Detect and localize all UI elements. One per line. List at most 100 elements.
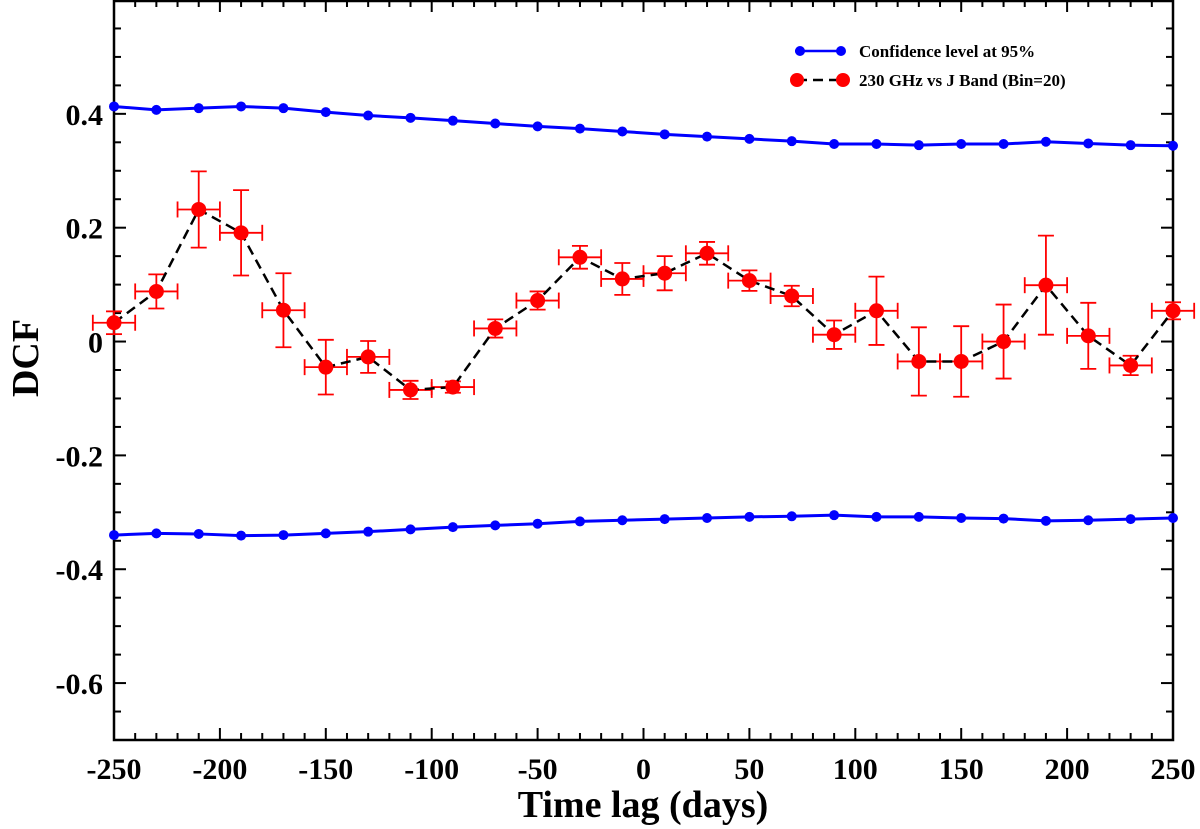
- series-1: [109, 510, 1178, 541]
- confidence-point: [193, 528, 204, 539]
- y-tick-labels: -0.6 -0.4 -0.2 0 0.2 0.4: [56, 99, 104, 701]
- confidence-point: [236, 101, 247, 112]
- confidence-line: [113, 104, 1174, 148]
- confidence-point: [193, 103, 204, 114]
- x-axis-title: Time lag (days): [518, 784, 769, 826]
- confidence-point: [363, 110, 374, 121]
- plot-area-border: [112, 0, 1175, 742]
- dcf-point: [530, 293, 546, 309]
- confidence-point: [109, 530, 119, 541]
- dcf-point: [1123, 357, 1139, 373]
- series-2: [91, 170, 1196, 400]
- confidence-point: [829, 139, 840, 150]
- confidence-point: [405, 112, 416, 123]
- legend-marker-confidence: [795, 46, 805, 56]
- dcf-point: [106, 315, 122, 331]
- dcf-line: [113, 207, 1174, 392]
- confidence-point: [574, 516, 585, 527]
- confidence-point: [998, 513, 1009, 524]
- x-tick-label: -100: [404, 753, 459, 786]
- confidence-point: [659, 129, 670, 140]
- legend-marker-dcf: [790, 73, 804, 87]
- confidence-point: [829, 510, 840, 521]
- dcf-point: [868, 303, 884, 319]
- confidence-point: [447, 522, 458, 533]
- x-tick-label: -50: [518, 753, 558, 786]
- confidence-point: [1168, 513, 1178, 523]
- x-tick-label: 200: [1045, 753, 1090, 786]
- x-tick-label: 0: [636, 753, 651, 786]
- confidence-point: [151, 104, 162, 115]
- confidence-point: [786, 511, 797, 522]
- confidence-point: [913, 511, 924, 522]
- dcf-point: [826, 327, 842, 343]
- x-tick-label: -250: [87, 753, 142, 786]
- confidence-point: [744, 511, 755, 522]
- confidence-point: [871, 511, 882, 522]
- y-axis-title: DCF: [5, 319, 47, 397]
- y-tick-label: 0.2: [66, 213, 104, 246]
- confidence-point: [447, 115, 458, 126]
- dcf-point: [657, 265, 673, 281]
- confidence-point: [1083, 515, 1094, 526]
- x-tick-label: 100: [833, 753, 878, 786]
- legend-label-dcf: 230 GHz vs J Band (Bin=20): [859, 71, 1066, 90]
- axis-ticks: [113, 0, 1174, 741]
- dcf-point: [614, 271, 630, 287]
- dcf-point: [360, 349, 376, 365]
- dcf-point: [741, 273, 757, 289]
- confidence-point: [1040, 136, 1051, 147]
- dcf-point: [318, 359, 334, 375]
- x-tick-label: -200: [192, 753, 247, 786]
- series-0: [109, 101, 1178, 151]
- confidence-point: [490, 520, 501, 531]
- confidence-point: [744, 133, 755, 144]
- y-tick-label: 0.4: [66, 99, 104, 132]
- dcf-point: [953, 353, 969, 369]
- x-tick-label: 150: [939, 753, 984, 786]
- dcf-point: [1038, 277, 1054, 293]
- confidence-point: [278, 103, 289, 114]
- x-tick-label: -150: [298, 753, 353, 786]
- confidence-point: [320, 107, 331, 118]
- confidence-point: [913, 140, 924, 151]
- confidence-point: [532, 121, 543, 132]
- legend-marker-dcf: [836, 73, 850, 87]
- dcf-point: [233, 225, 249, 241]
- error-bar: [134, 273, 179, 310]
- confidence-point: [320, 528, 331, 539]
- confidence-point: [1040, 515, 1051, 526]
- confidence-point: [659, 514, 670, 525]
- x-tick-labels: -250 -200 -150 -100 -50 0 50 100 150 200 250: [87, 753, 1196, 786]
- confidence-point: [1168, 140, 1178, 151]
- y-tick-label: 0: [88, 327, 103, 360]
- x-tick-label: 50: [734, 753, 764, 786]
- dcf-point: [699, 245, 715, 261]
- confidence-point: [1125, 514, 1136, 525]
- confidence-point: [956, 513, 967, 523]
- confidence-point: [151, 528, 162, 539]
- confidence-point: [405, 524, 416, 535]
- y-tick-label: -0.4: [56, 554, 104, 587]
- confidence-point: [363, 526, 374, 537]
- dcf-point: [403, 382, 419, 398]
- plot-series: [91, 101, 1196, 541]
- dcf-point: [445, 379, 461, 395]
- dcf-point: [148, 283, 164, 299]
- confidence-point: [532, 518, 543, 529]
- confidence-point: [574, 123, 585, 134]
- dcf-point: [911, 353, 927, 369]
- confidence-point: [617, 515, 628, 526]
- confidence-point: [278, 530, 289, 541]
- confidence-point: [490, 118, 501, 129]
- legend-label-confidence: Confidence level at 95%: [859, 42, 1035, 61]
- y-tick-label: -0.2: [56, 440, 104, 473]
- dcf-point: [572, 249, 588, 265]
- plot-frame: [112, 0, 1175, 742]
- confidence-point: [617, 126, 628, 137]
- confidence-point: [871, 139, 882, 150]
- confidence-point: [1125, 140, 1136, 151]
- confidence-point: [786, 136, 797, 147]
- confidence-line: [113, 513, 1174, 538]
- legend: Confidence level at 95% 230 GHz vs J Ban…: [790, 42, 1066, 90]
